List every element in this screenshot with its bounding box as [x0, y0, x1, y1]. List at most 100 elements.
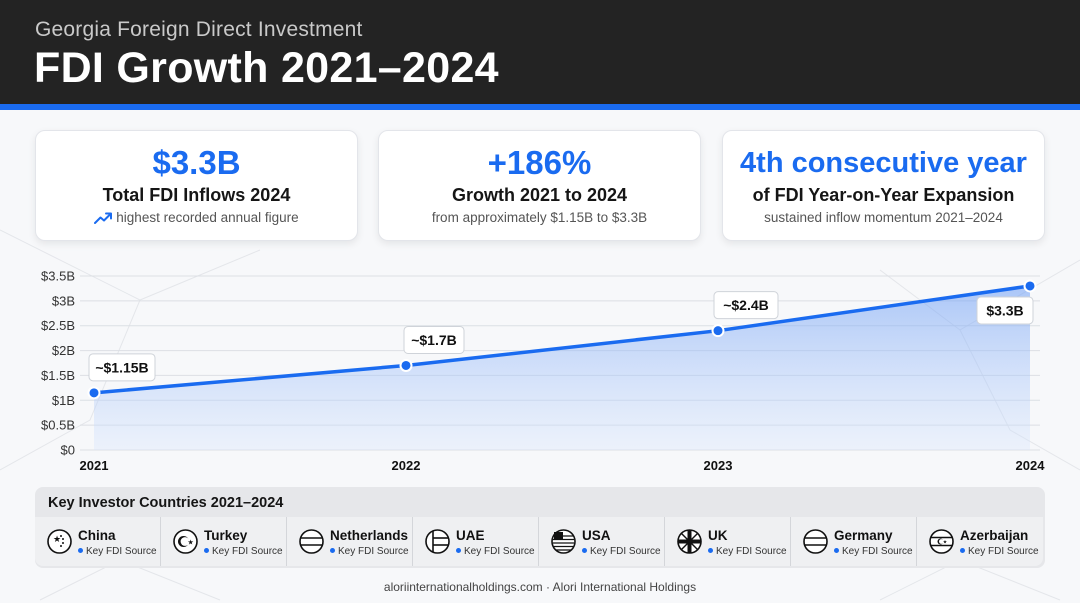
country-item-uae: UAE Key FDI Source — [413, 517, 539, 566]
data-label-box — [88, 353, 156, 382]
country-tag: Key FDI Source — [960, 546, 1039, 557]
stat-sub: sustained inflow momentum 2021–2024 — [764, 210, 1003, 225]
data-label-box — [976, 296, 1034, 325]
stat-value: $3.3B — [152, 144, 241, 181]
tag-dot — [204, 548, 209, 553]
tag-dot — [582, 548, 587, 553]
country-name: UAE — [456, 528, 485, 543]
data-label: ~$1.7B — [411, 332, 457, 348]
data-point — [87, 386, 101, 400]
y-tick-label: $2B — [52, 343, 75, 358]
country-tag: Key FDI Source — [78, 546, 157, 557]
data-point — [1023, 279, 1037, 293]
tag-dot — [330, 548, 335, 553]
svg-text:★: ★ — [188, 539, 194, 547]
page-title: FDI Growth 2021–2024 — [34, 44, 499, 92]
tag-dot — [834, 548, 839, 553]
page-subtitle: Georgia Foreign Direct Investment — [35, 18, 363, 41]
tag-text: Key FDI Source — [338, 546, 409, 557]
stat-card-total-fdi: $3.3B Total FDI Inflows 2024 highest rec… — [35, 130, 358, 241]
footer-text: aloriinternationalholdings.com · Alori I… — [383, 580, 697, 594]
countries-title: Key Investor Countries 2021–2024 — [48, 495, 284, 511]
y-tick-label: $0 — [61, 443, 75, 458]
stat-sub-text: highest recorded annual figure — [116, 210, 299, 225]
stat-label: of FDI Year-on-Year Expansion — [752, 185, 1015, 205]
y-tick-label: $3.5B — [41, 269, 75, 284]
key-investor-countries-panel: Key Investor Countries 2021–2024 ★ China… — [35, 487, 1045, 568]
tag-text: Key FDI Source — [968, 546, 1039, 557]
fdi-area-chart: $0 $0.5B $1B $1.5B $2B $2.5B $3B $3.5B 2021 2022 2… — [41, 269, 1046, 474]
stat-card-growth: +186% Growth 2021 to 2024 from approxima… — [378, 130, 701, 241]
netherlands-flag-icon — [299, 529, 324, 554]
turkey-flag-icon: ★ — [173, 529, 198, 554]
data-label: ~$2.4B — [723, 297, 769, 313]
tag-text: Key FDI Source — [590, 546, 661, 557]
y-tick-label: $1B — [52, 393, 75, 408]
tag-text: Key FDI Source — [464, 546, 535, 557]
tag-text: Key FDI Source — [842, 546, 913, 557]
y-tick-label: $0.5B — [41, 418, 75, 433]
country-item-usa: USA Key FDI Source — [539, 517, 665, 566]
country-tag: Key FDI Source — [456, 546, 535, 557]
uk-flag-icon — [677, 529, 702, 554]
country-name: Germany — [834, 528, 893, 543]
country-tag: Key FDI Source — [582, 546, 661, 557]
country-tag: Key FDI Source — [834, 546, 913, 557]
country-item-germany: Germany Key FDI Source — [791, 517, 917, 566]
germany-flag-icon — [803, 529, 828, 554]
header-accent-bar — [0, 104, 1080, 110]
data-label: ~$1.15B — [95, 359, 148, 375]
data-label: $3.3B — [986, 302, 1023, 318]
uae-flag-icon — [425, 529, 450, 554]
china-flag-icon: ★ — [47, 529, 72, 554]
data-label-box — [713, 291, 779, 320]
y-tick-label: $2.5B — [41, 318, 75, 333]
trend-up-icon — [94, 212, 113, 224]
y-tick-label: $3B — [52, 293, 75, 308]
country-name: Turkey — [204, 528, 248, 543]
x-tick-label: 2024 — [1016, 458, 1046, 473]
data-point — [711, 324, 725, 338]
x-tick-label: 2022 — [392, 458, 421, 473]
stat-value: 4th consecutive year — [740, 147, 1027, 179]
tag-dot — [456, 548, 461, 553]
country-name: UK — [708, 528, 728, 543]
country-name: China — [78, 528, 116, 543]
country-name: Netherlands — [330, 528, 409, 543]
tag-text: Key FDI Source — [86, 546, 157, 557]
x-tick-label: 2023 — [704, 458, 733, 473]
data-point — [399, 358, 413, 372]
area-fill — [94, 285, 1030, 450]
svg-text:★: ★ — [53, 534, 61, 544]
tag-text: Key FDI Source — [716, 546, 787, 557]
country-item-uk: UK Key FDI Source — [665, 517, 791, 566]
azerbaijan-flag-icon: ★ — [929, 529, 954, 554]
stat-label: Growth 2021 to 2024 — [451, 185, 628, 205]
svg-text:★: ★ — [943, 540, 948, 546]
stat-label: Total FDI Inflows 2024 — [102, 185, 291, 205]
country-list: ★ China Key FDI Source ★ Turkey Key FDI … — [35, 517, 1045, 566]
country-tag: Key FDI Source — [708, 546, 787, 557]
country-name: USA — [582, 528, 611, 543]
country-tag: Key FDI Source — [204, 546, 283, 557]
series-line — [93, 284, 1031, 395]
stat-value: +186% — [487, 144, 592, 181]
tag-dot — [960, 548, 965, 553]
stat-card-consecutive-years: 4th consecutive year of FDI Year-on-Year… — [722, 130, 1045, 241]
country-item-netherlands: Netherlands Key FDI Source — [287, 517, 413, 566]
stat-sub: highest recorded annual figure — [36, 209, 357, 227]
country-item-azerbaijan: ★ Azerbaijan Key FDI Source — [917, 517, 1043, 566]
usa-flag-icon — [551, 529, 576, 554]
country-name: Azerbaijan — [960, 528, 1029, 543]
data-label-box — [403, 325, 465, 354]
tag-dot — [708, 548, 713, 553]
x-tick-label: 2021 — [80, 458, 109, 473]
stat-sub: from approximately $1.15B to $3.3B — [431, 210, 648, 225]
country-item-turkey: ★ Turkey Key FDI Source — [161, 517, 287, 566]
country-item-china: ★ China Key FDI Source — [35, 517, 161, 566]
tag-text: Key FDI Source — [212, 546, 283, 557]
country-tag: Key FDI Source — [330, 546, 409, 557]
y-tick-label: $1.5B — [41, 368, 75, 383]
tag-dot — [78, 548, 83, 553]
header-bar: Georgia Foreign Direct Investment FDI Gr… — [0, 0, 1080, 104]
